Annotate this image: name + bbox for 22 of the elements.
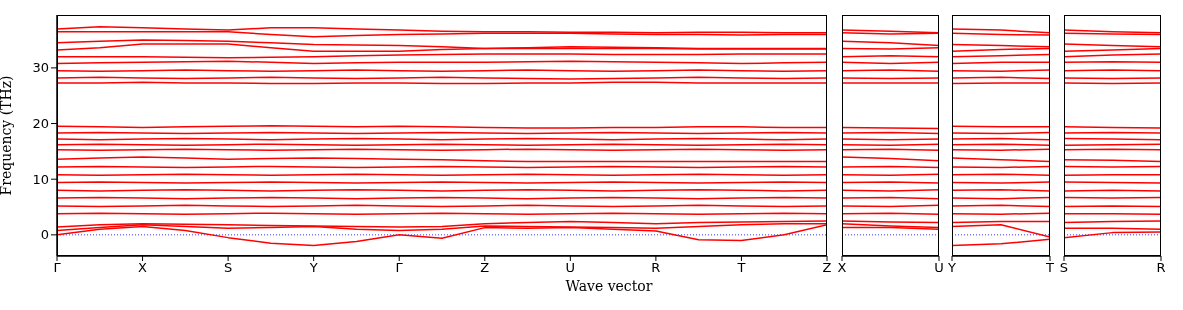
x-tick-label: R [651,260,661,276]
x-tick-label: Γ [395,260,404,276]
x-tick-label: Z [480,260,490,276]
x-tick-label: Z [822,260,832,276]
y-tick-label: 0 [40,227,49,243]
x-tick-label: R [1156,260,1166,276]
y-tick-label: 10 [32,171,49,187]
x-tick-label: X [837,260,847,276]
x-axis-title: Wave vector [564,278,654,294]
x-tick-label: U [934,260,944,276]
x-tick-label: S [1059,260,1069,276]
y-axis-title: Frequency (THz) [0,75,14,196]
x-tick-label: Γ [53,260,62,276]
x-tick-label: S [223,260,233,276]
x-tick-label: T [736,260,746,276]
y-tick-label: 20 [32,116,49,132]
x-tick-label: Y [947,260,957,276]
y-tick-label: 30 [32,60,49,76]
x-tick-label: U [565,260,576,276]
x-tick-label: Y [308,260,318,276]
x-tick-label: T [1045,260,1055,276]
x-tick-label: X [138,260,148,276]
